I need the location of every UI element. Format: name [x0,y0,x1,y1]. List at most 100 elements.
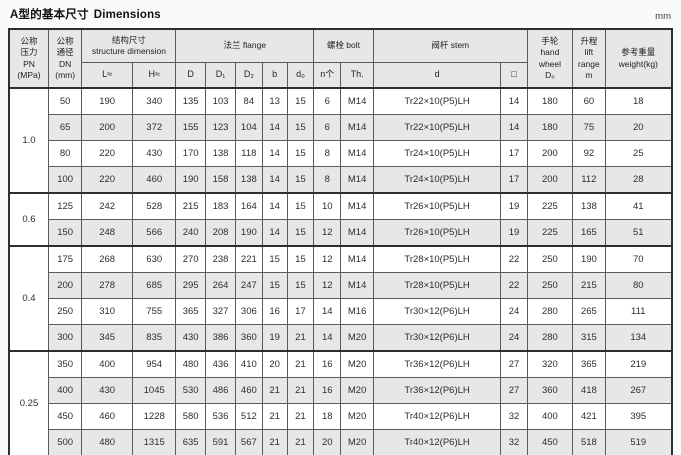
cell-n: 16 [313,377,342,404]
cell-D1: 386 [204,324,237,352]
cell-th: M14 [340,114,374,141]
cell-wt: 25 [604,140,673,167]
col-header-flange: 法兰 flange [175,28,315,63]
cell-wt: 395 [604,403,673,430]
cell-lift: 518 [572,429,606,455]
col-header-L: L≈ [81,62,133,89]
cell-b: 16 [261,298,288,325]
cell-sq: 19 [500,192,528,220]
cell-D1: 103 [204,87,237,115]
cell-th: M14 [340,166,374,194]
cell-dn: 125 [47,192,83,220]
cell-wt: 134 [604,324,673,352]
cell-wt: 80 [604,272,673,299]
cell-hw: 320 [526,350,574,378]
col-header-H: H≈ [131,62,177,89]
cell-H: 528 [131,192,177,220]
table-row: 500 480 1315 635 591 567 21 21 20 M20 Tr40×12(P6)L… [9,429,673,455]
cell-hw: 450 [526,429,574,455]
cell-wt: 51 [604,219,673,247]
cell-H: 835 [131,324,177,352]
cell-d0: 15 [286,192,315,220]
col-header-structure: 结构尺寸 structure dimension [81,28,177,63]
cell-dn: 250 [47,298,83,325]
cell-dn: 350 [47,350,83,378]
cell-lift: 165 [572,219,606,247]
cell-th: M14 [340,140,374,167]
cell-d: Tr30×12(P6)LH [372,324,502,352]
page-title: A型的基本尺寸 Dimensions [10,6,161,22]
cell-dn: 100 [47,166,83,194]
cell-d0: 15 [286,87,315,115]
cell-b: 15 [261,272,288,299]
cell-D1: 138 [204,140,237,167]
cell-D2: 138 [235,166,263,194]
cell-D2: 104 [235,114,263,141]
cell-d0: 21 [286,403,315,430]
cell-b: 14 [261,114,288,141]
cell-D: 240 [175,219,206,247]
cell-wt: 267 [604,377,673,404]
cell-d: Tr24×10(P5)LH [372,140,502,167]
cell-D2: 247 [235,272,263,299]
cell-hw: 280 [526,298,574,325]
pn-group-cell: 0.4 [8,245,49,352]
cell-D2: 567 [235,429,263,455]
cell-n: 12 [313,272,342,299]
cell-D: 190 [175,166,206,194]
cell-dn: 150 [47,219,83,247]
cell-d: Tr40×12(P6)LH [372,403,502,430]
cell-d0: 15 [286,272,315,299]
cell-D: 170 [175,140,206,167]
table-row: 65 200 372 155 123 104 14 15 6 M14 Tr22×10(P5)LH 14… [9,114,673,141]
cell-lift: 190 [572,245,606,273]
cell-lift: 315 [572,324,606,352]
cell-L: 345 [81,324,133,352]
cell-b: 14 [261,166,288,194]
cell-sq: 27 [500,350,528,378]
pn-group-cell: 0.6 [8,192,49,247]
cell-H: 954 [131,350,177,378]
col-header-pn: 公称 压力 PN (MPa) [8,28,49,89]
cell-H: 460 [131,166,177,194]
cell-th: M20 [340,324,374,352]
cell-H: 630 [131,245,177,273]
cell-wt: 219 [604,350,673,378]
col-header-b: b [261,62,288,89]
cell-sq: 32 [500,403,528,430]
cell-L: 248 [81,219,133,247]
cell-D2: 410 [235,350,263,378]
cell-d0: 15 [286,219,315,247]
cell-D: 135 [175,87,206,115]
cell-d: Tr30×12(P6)LH [372,298,502,325]
cell-lift: 75 [572,114,606,141]
cell-n: 6 [313,114,342,141]
cell-L: 190 [81,87,133,115]
cell-d0: 21 [286,350,315,378]
col-header-n: n个 [313,62,342,89]
cell-lift: 265 [572,298,606,325]
cell-th: M14 [340,219,374,247]
cell-L: 430 [81,377,133,404]
cell-L: 242 [81,192,133,220]
table-row: 450 460 1228 580 536 512 21 21 18 M20 Tr40×12(P6)L… [9,403,673,430]
cell-sq: 14 [500,114,528,141]
cell-th: M14 [340,192,374,220]
cell-wt: 111 [604,298,673,325]
col-header-D: D [175,62,206,89]
cell-L: 278 [81,272,133,299]
cell-D: 155 [175,114,206,141]
cell-b: 15 [261,245,288,273]
table-row: 250 310 755 365 327 306 16 17 14 M16 Tr30×12(P6)LH… [9,298,673,325]
cell-dn: 400 [47,377,83,404]
cell-H: 755 [131,298,177,325]
cell-D1: 123 [204,114,237,141]
cell-L: 200 [81,114,133,141]
cell-lift: 365 [572,350,606,378]
cell-wt: 519 [604,429,673,455]
cell-th: M16 [340,298,374,325]
cell-dn: 300 [47,324,83,352]
cell-hw: 225 [526,192,574,220]
pn-group-cell: 0.25 [8,350,49,455]
